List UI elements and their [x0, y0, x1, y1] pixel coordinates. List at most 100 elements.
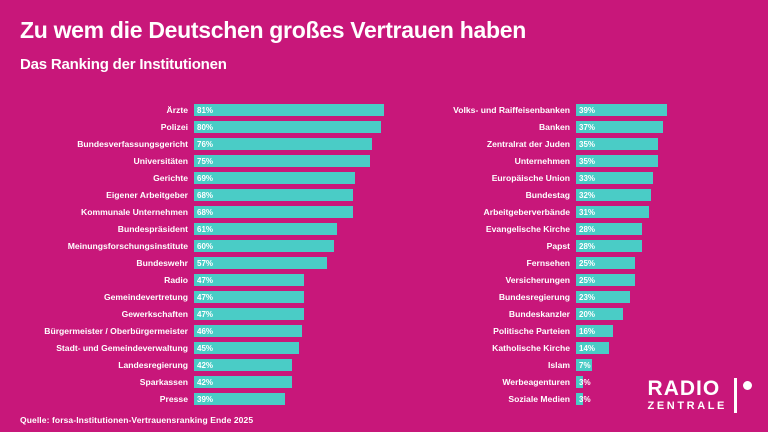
bar-value: 81%	[197, 106, 214, 115]
trust-bar: 33%	[576, 172, 654, 184]
trust-bar: 68%	[194, 206, 354, 218]
trust-bar: 47%	[194, 291, 304, 303]
chart-row: Katholische Kirche 14%	[412, 342, 667, 354]
chart-row: Banken 37%	[412, 121, 667, 133]
trust-bar: 46%	[194, 325, 302, 337]
bar-label: Bundestag	[525, 190, 570, 200]
bar-value: 39%	[579, 106, 596, 115]
chart-row: Stadt- und Gemeindeverwaltung 45%	[14, 342, 384, 354]
chart-row: Bundestag 32%	[412, 189, 667, 201]
chart-row: Volks- und Raiffeisenbanken 39%	[412, 104, 668, 116]
chart-row: Soziale Medien 3%	[412, 393, 667, 405]
chart-row: Eigener Arbeitgeber 68%	[14, 189, 384, 201]
trust-bar: 75%	[194, 155, 370, 167]
trust-bar: 31%	[576, 206, 649, 218]
bar-value: 57%	[197, 259, 214, 268]
bar-label: Kommunale Unternehmen	[81, 207, 188, 217]
bar-value: 25%	[579, 276, 596, 285]
page-title: Zu wem die Deutschen großes Vertrauen ha…	[20, 17, 527, 43]
bar-label: Versicherungen	[505, 275, 570, 285]
bar-value: 68%	[197, 208, 214, 217]
bar-value: 32%	[579, 191, 596, 200]
bar-label: Bürgermeister / Oberbürgermeister	[44, 326, 188, 336]
bar-label: Bundeswehr	[136, 258, 188, 268]
trust-bar: 57%	[194, 257, 328, 269]
bar-label: Zentralrat der Juden	[486, 139, 570, 149]
bar-value: 20%	[579, 310, 596, 319]
chart-row: Evangelische Kirche 28%	[412, 223, 667, 235]
bar-label: Gerichte	[153, 173, 188, 183]
chart-row: Fernsehen 25%	[412, 257, 667, 269]
bar-value: 23%	[579, 293, 596, 302]
chart-row: Meinungsforschungsinstitute 60%	[14, 240, 384, 252]
radiozentrale-logo: RADIO ZENTRALE	[648, 378, 752, 413]
trust-bar: 20%	[576, 308, 623, 320]
bar-label: Polizei	[160, 122, 188, 132]
chart-row: Ärzte 81%	[14, 104, 384, 116]
trust-bar: 42%	[194, 376, 293, 388]
bar-value: 33%	[579, 174, 596, 183]
trust-bar: 3%	[576, 393, 591, 405]
bar-label: Europäische Union	[491, 173, 570, 183]
bar-value: 46%	[197, 327, 214, 336]
bar-label: Fernsehen	[526, 258, 570, 268]
bar-value: 28%	[579, 225, 596, 234]
chart-row: Bürgermeister / Oberbürgermeister 46%	[14, 325, 384, 337]
trust-bar: 23%	[576, 291, 630, 303]
bar-value: 3%	[579, 378, 591, 387]
chart-column-right: Volks- und Raiffeisenbanken 39% Banken 37% Z…	[412, 104, 668, 410]
logo-word-radio: RADIO	[647, 377, 721, 400]
chart-row: Werbeagenturen 3%	[412, 376, 667, 388]
bar-value: 35%	[579, 140, 596, 149]
trust-bar: 35%	[576, 155, 658, 167]
chart-row: Kommunale Unternehmen 68%	[14, 206, 384, 218]
chart-row: Bundesregierung 23%	[412, 291, 667, 303]
trust-bar: 25%	[576, 274, 635, 286]
chart-row: Politische Parteien 16%	[412, 325, 667, 337]
chart-row: Bundesverfassungsgericht 76%	[14, 138, 384, 150]
trust-bar: 42%	[194, 359, 293, 371]
bar-label: Presse	[159, 394, 188, 404]
trust-bar: 32%	[576, 189, 651, 201]
bar-value: 42%	[197, 378, 214, 387]
bar-value: 68%	[197, 191, 214, 200]
bar-label: Werbeagenturen	[502, 377, 570, 387]
chart-row: Zentralrat der Juden 35%	[412, 138, 667, 150]
chart-row: Europäische Union 33%	[412, 172, 667, 184]
logo-word-zentrale: ZENTRALE	[647, 400, 727, 412]
bar-value: 61%	[197, 225, 214, 234]
trust-bar: 25%	[576, 257, 635, 269]
bar-label: Stadt- und Gemeindeverwaltung	[56, 343, 188, 353]
bar-label: Eigener Arbeitgeber	[106, 190, 188, 200]
bar-value: 69%	[197, 174, 214, 183]
bar-value: 76%	[197, 140, 214, 149]
trust-bar: 69%	[194, 172, 356, 184]
trust-bar: 60%	[194, 240, 335, 252]
trust-bar: 39%	[576, 104, 668, 116]
bar-value: 45%	[197, 344, 214, 353]
bar-value: 39%	[197, 395, 214, 404]
chart-row: Papst 28%	[412, 240, 667, 252]
bar-value: 47%	[197, 310, 214, 319]
bar-value: 7%	[579, 361, 591, 370]
trust-bar: 7%	[576, 359, 593, 371]
bar-label: Landesregierung	[118, 360, 188, 370]
trust-bar: 14%	[576, 342, 609, 354]
chart-row: Gewerkschaften 47%	[14, 308, 384, 320]
logo-divider-bar	[734, 378, 737, 413]
page-subtitle: Das Ranking der Institutionen	[20, 56, 227, 73]
trust-bar: 28%	[576, 240, 642, 252]
chart-row: Sparkassen 42%	[14, 376, 384, 388]
bar-value: 47%	[197, 276, 214, 285]
bar-label: Gewerkschaften	[121, 309, 188, 319]
chart-row: Polizei 80%	[14, 121, 384, 133]
bar-value: 16%	[579, 327, 596, 336]
trust-bar: 81%	[194, 104, 384, 116]
bar-value: 75%	[197, 157, 214, 166]
trust-bar: 3%	[576, 376, 591, 388]
bar-label: Evangelische Kirche	[485, 224, 570, 234]
bar-label: Katholische Kirche	[492, 343, 570, 353]
bar-label: Bundesregierung	[498, 292, 570, 302]
bar-label: Bundesverfassungsgericht	[77, 139, 188, 149]
